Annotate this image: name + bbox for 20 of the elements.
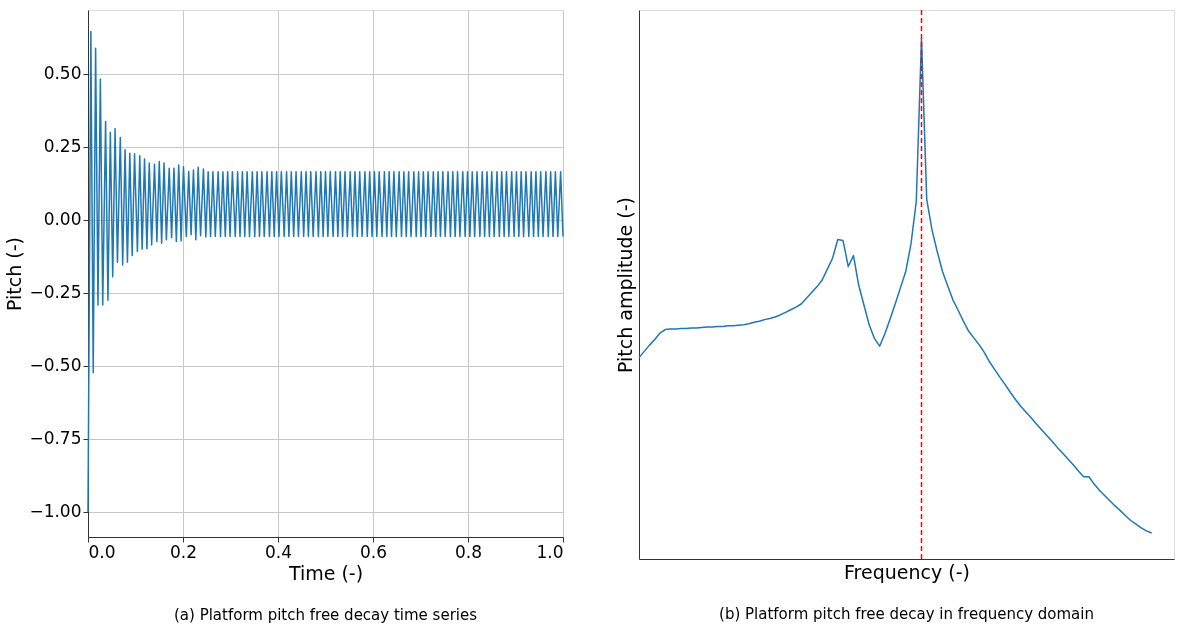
y-tick-label: 0.50 — [43, 63, 82, 84]
x-tick-label: 0.8 — [454, 541, 483, 562]
x-tick-label: 0.4 — [264, 541, 293, 562]
y-tick-label: −0.75 — [29, 428, 82, 449]
y-tick-label: 0.00 — [43, 209, 82, 230]
y-tick-label: −0.25 — [29, 282, 82, 303]
x-tick-label: 1.0 — [536, 541, 564, 562]
y-tick-label: 0.25 — [43, 136, 82, 157]
y-axis-title: Pitch amplitude (-) — [613, 196, 636, 374]
x-axis-title: Frequency (-) — [844, 560, 970, 583]
text: (a) Platform pitch free decay time series — [173, 606, 478, 624]
x-tick-label: 0.2 — [169, 541, 198, 562]
text: (b) Platform pitch free decay in frequency domain — [719, 605, 1094, 623]
y-tick-label: −1.00 — [29, 501, 82, 522]
x-axis-title: Time (-) — [287, 561, 364, 584]
y-tick-label: −0.50 — [29, 355, 82, 376]
x-tick-label: 0.0 — [88, 541, 116, 562]
line-series — [87, 30, 564, 513]
y-axis-title: Pitch (-) — [3, 237, 26, 311]
x-tick-label: 0.6 — [359, 541, 388, 562]
